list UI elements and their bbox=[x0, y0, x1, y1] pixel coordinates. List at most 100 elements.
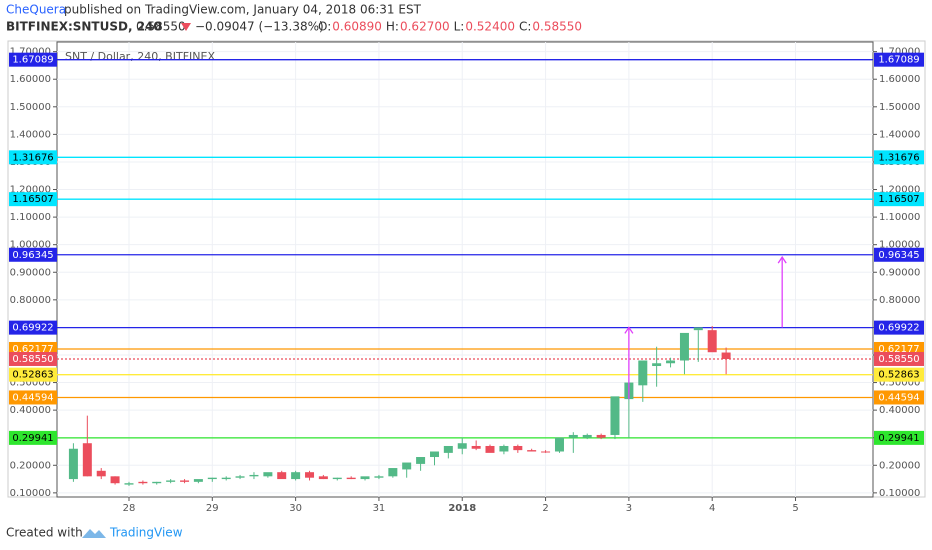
x-tick-label: 4 bbox=[709, 503, 715, 514]
candle-body bbox=[596, 434, 606, 438]
candle-body bbox=[541, 451, 551, 453]
level-label: 0.52863 bbox=[12, 370, 53, 381]
level-label-bg bbox=[9, 247, 57, 262]
candle-body bbox=[679, 332, 689, 361]
candle-body bbox=[652, 363, 662, 367]
level-label: 0.29941 bbox=[878, 433, 919, 444]
candle-body bbox=[318, 476, 328, 480]
level-label-bg bbox=[874, 351, 924, 366]
candle-body bbox=[443, 445, 453, 453]
level-label: 0.52863 bbox=[878, 370, 919, 381]
y-tick-label: 1.00000 bbox=[10, 240, 51, 251]
level-label-bg bbox=[9, 367, 57, 382]
candle-body bbox=[207, 477, 217, 480]
candle-body bbox=[332, 477, 342, 480]
y-tick-label: 1.00000 bbox=[879, 240, 920, 251]
arrow-head bbox=[777, 255, 787, 264]
y-tick-label: 0.90000 bbox=[879, 267, 920, 278]
candle-body bbox=[402, 462, 412, 470]
level-label: 0.62177 bbox=[878, 344, 919, 355]
plot-area bbox=[56, 41, 874, 498]
y-tick-label: 1.60000 bbox=[879, 74, 920, 85]
candle-body bbox=[263, 472, 273, 477]
y-tick-label: 1.10000 bbox=[879, 212, 920, 223]
change: −0.09047 (−13.38%) bbox=[195, 20, 324, 34]
level-label-bg bbox=[9, 390, 57, 405]
y-tick-label: 1.40000 bbox=[879, 129, 920, 140]
candle-body bbox=[374, 476, 384, 478]
ohlc-key: O: bbox=[318, 20, 331, 34]
ohlc-value: 0.58550 bbox=[532, 20, 582, 34]
level-label-bg bbox=[9, 192, 57, 207]
candle-body bbox=[485, 445, 495, 453]
level-label: 0.44594 bbox=[878, 392, 919, 403]
candle-body bbox=[666, 360, 676, 364]
level-label-bg bbox=[874, 150, 924, 165]
footer-brand[interactable]: TradingView bbox=[109, 526, 183, 540]
ohlc-key: L: bbox=[454, 20, 465, 34]
price: 0.58550 bbox=[136, 20, 186, 34]
symbol: BITFINEX:SNTUSD, 240 bbox=[6, 20, 162, 34]
level-label: 0.44594 bbox=[12, 392, 53, 403]
down-arrow-icon bbox=[181, 23, 191, 31]
candle-body bbox=[346, 477, 356, 480]
candle-body bbox=[68, 448, 78, 480]
candle-body bbox=[707, 330, 717, 353]
ohlc-key: H: bbox=[386, 20, 399, 34]
candle-body bbox=[291, 472, 301, 480]
level-label: 0.58550 bbox=[878, 354, 919, 365]
y-tick-label: 0.40000 bbox=[10, 405, 51, 416]
y-tick-label: 1.60000 bbox=[10, 74, 51, 85]
candle-body bbox=[249, 474, 259, 477]
level-label: 1.67089 bbox=[878, 55, 919, 66]
level-label: 0.29941 bbox=[12, 433, 53, 444]
candle-body bbox=[554, 437, 564, 452]
candle-body bbox=[235, 476, 245, 478]
y-tick-label: 1.50000 bbox=[10, 102, 51, 113]
level-label-bg bbox=[874, 367, 924, 382]
candle-body bbox=[305, 472, 315, 478]
level-label-bg bbox=[9, 430, 57, 445]
candle-body bbox=[360, 476, 370, 480]
candle-body bbox=[513, 445, 523, 451]
y-tick-label: 0.50000 bbox=[879, 378, 920, 389]
ohlc-key: C: bbox=[519, 20, 531, 34]
level-label-bg bbox=[9, 150, 57, 165]
candle-body bbox=[388, 468, 398, 477]
candle-body bbox=[568, 434, 578, 438]
level-label-bg bbox=[9, 320, 57, 335]
level-label: 1.16507 bbox=[878, 194, 919, 205]
candle-body bbox=[138, 481, 148, 484]
y-tick-label: 1.20000 bbox=[10, 185, 51, 196]
level-label: 0.96345 bbox=[878, 250, 919, 261]
y-tick-label: 1.40000 bbox=[10, 129, 51, 140]
x-tick-label: 2 bbox=[542, 503, 548, 514]
candle-body bbox=[221, 477, 231, 480]
candle-body bbox=[457, 443, 467, 449]
candle-body bbox=[96, 470, 106, 477]
candle-body bbox=[124, 483, 134, 485]
y-tick-label: 0.20000 bbox=[879, 460, 920, 471]
level-label-bg bbox=[874, 390, 924, 405]
level-label: 0.62177 bbox=[12, 344, 53, 355]
y-tick-label: 0.50000 bbox=[10, 378, 51, 389]
level-label: 1.67089 bbox=[12, 55, 53, 66]
candle-body bbox=[693, 327, 703, 331]
y-tick-label: 1.10000 bbox=[10, 212, 51, 223]
level-label-bg bbox=[9, 351, 57, 366]
candle-body bbox=[527, 450, 537, 452]
author[interactable]: CheQuera bbox=[6, 3, 66, 17]
level-label: 1.16507 bbox=[12, 194, 53, 205]
published-info: published on TradingView.com, January 04… bbox=[64, 3, 422, 17]
x-tick-label: 31 bbox=[373, 503, 386, 514]
x-tick-label: 30 bbox=[289, 503, 302, 514]
level-label-bg bbox=[874, 320, 924, 335]
level-label-bg bbox=[874, 430, 924, 445]
level-label: 0.69922 bbox=[878, 323, 919, 334]
footer-created: Created with bbox=[6, 526, 83, 540]
plot: 0.100000.100000.200000.200000.300000.300… bbox=[9, 41, 924, 514]
candle-body bbox=[180, 480, 190, 482]
candle-body bbox=[499, 445, 509, 452]
y-tick-label: 1.50000 bbox=[879, 102, 920, 113]
